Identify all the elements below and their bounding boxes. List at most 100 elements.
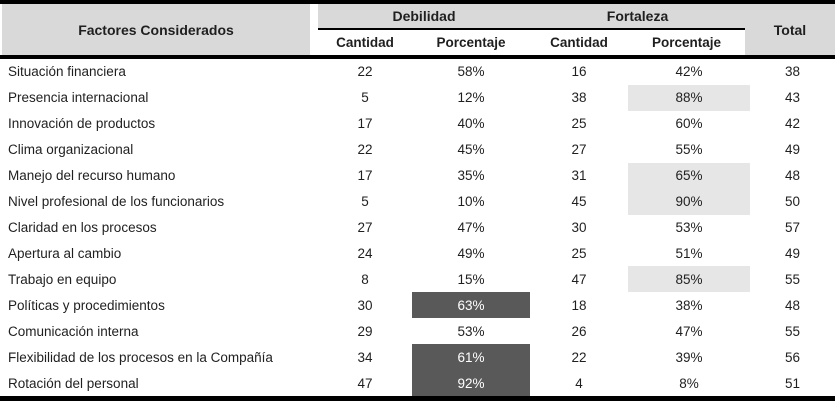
factor-cell: Comunicación interna [8,323,139,339]
fortaleza-cantidad-cell: 31 [571,168,587,184]
debilidad-porcentaje-cell: 15% [457,271,485,287]
fortaleza-porcentaje-cell: 51% [675,245,703,261]
table-row: Clima organizacional 22 45% 27 55% 49 [0,137,835,163]
debilidad-porcentaje-cell: 47% [457,219,485,235]
factor-cell: Situación financiera [8,64,126,80]
table-row: Flexibilidad de los procesos en la Compa… [0,344,835,371]
fortaleza-cantidad-cell: 25 [571,245,587,261]
fortaleza-porcentaje-cell: 47% [675,323,703,339]
factor-cell: Flexibilidad de los procesos en la Compa… [8,349,273,365]
debilidad-cantidad-cell: 22 [357,142,373,158]
factor-cell: Rotación del personal [8,375,139,391]
fortaleza-group-header: Fortaleza [606,8,669,24]
total-cell: 38 [784,64,801,80]
debilidad-porcentaje-cell: 10% [457,194,485,210]
table-body: Situación financiera 22 58% 16 42% 38 Presenci… [0,59,835,396]
fortaleza-porcentaje-cell: 42% [675,64,703,80]
factor-cell: Manejo del recurso humano [8,168,176,184]
total-cell: 50 [784,194,801,210]
debilidad-porcentaje-cell: 35% [457,168,485,184]
debilidad-porcentaje-cell: 49% [457,245,485,261]
table-row: Políticas y procedimientos 30 63% 18 38% 48 [0,292,835,319]
table-row: Claridad en los procesos 27 47% 30 53% 57 [0,215,835,241]
total-cell: 49 [784,142,801,158]
table-row: Rotación del personal 47 92% 4 8% 51 [0,370,835,396]
fortaleza-porcentaje-cell: 65% [628,162,750,189]
factor-cell: Innovación de productos [8,116,156,132]
total-cell: 55 [784,323,801,339]
factor-cell: Clima organizacional [8,142,134,158]
debilidad-porcentaje-cell: 63% [412,292,530,319]
total-column-header: Total [745,4,835,55]
total-cell: 43 [784,90,801,106]
table-row: Apertura al cambio 24 49% 25 51% 49 [0,240,835,266]
fortaleza-porcentaje-header: Porcentaje [628,30,745,55]
fortaleza-porcentaje-cell: 55% [675,142,703,158]
fortaleza-cantidad-cell: 47 [571,271,587,287]
fortaleza-cantidad-cell: 38 [571,90,587,106]
factor-cell: Presencia internacional [8,90,149,106]
table-row: Nivel profesional de los funcionarios 5 10… [0,188,835,215]
fortaleza-cantidad-cell: 16 [571,64,587,80]
table-row: Comunicación interna 29 53% 26 47% 55 [0,318,835,344]
factor-cell: Claridad en los procesos [8,219,157,235]
fortaleza-porcentaje-cell: 38% [675,297,703,313]
fortaleza-porcentaje-cell: 39% [675,349,703,365]
table-row: Situación financiera 22 58% 16 42% 38 [0,59,835,85]
total-cell: 49 [784,245,801,261]
header-underline [0,55,835,59]
fortaleza-porcentaje-cell: 53% [675,219,703,235]
total-cell: 55 [784,271,801,287]
fortaleza-cantidad-cell: 18 [571,297,587,313]
fortaleza-cantidad-cell: 30 [571,219,587,235]
total-cell: 48 [784,297,801,313]
table-header: Factores Considerados Debilidad Fortalez… [0,4,835,59]
debilidad-cantidad-cell: 29 [357,323,373,339]
fortaleza-cantidad-header: Cantidad [530,30,628,55]
factor-cell: Políticas y procedimientos [8,297,165,313]
debilidad-porcentaje-cell: 61% [412,344,530,371]
debilidad-porcentaje-cell: 40% [457,116,485,132]
debilidad-porcentaje-cell: 58% [457,64,485,80]
total-cell: 51 [784,375,801,391]
table-row: Innovación de productos 17 40% 25 60% 42 [0,111,835,137]
debilidad-cantidad-cell: 5 [361,90,369,106]
factor-cell: Trabajo en equipo [8,271,117,287]
table-row: Trabajo en equipo 8 15% 47 85% 55 [0,266,835,293]
fortaleza-cantidad-cell: 22 [571,349,587,365]
total-cell: 56 [784,349,801,365]
debilidad-porcentaje-cell: 53% [457,323,485,339]
fortaleza-porcentaje-cell: 90% [628,188,750,215]
fortaleza-porcentaje-cell: 8% [679,375,699,391]
total-cell: 57 [784,219,801,235]
fortaleza-cantidad-cell: 26 [571,323,587,339]
factor-cell: Nivel profesional de los funcionarios [8,194,225,210]
factors-column-header: Factores Considerados [2,4,310,55]
fortaleza-porcentaje-cell: 85% [628,266,750,293]
debilidad-porcentaje-cell: 12% [457,90,485,106]
debilidad-cantidad-cell: 34 [357,349,373,365]
group-header-underline [318,28,745,30]
total-cell: 48 [784,168,801,184]
total-cell: 42 [784,116,801,132]
debilidad-cantidad-cell: 27 [357,219,373,235]
fortaleza-porcentaje-cell: 60% [675,116,703,132]
debilidad-cantidad-cell: 17 [357,168,373,184]
debilidad-cantidad-cell: 5 [361,194,369,210]
fortaleza-cantidad-cell: 25 [571,116,587,132]
debilidad-porcentaje-cell: 45% [457,142,485,158]
fortaleza-cantidad-cell: 4 [575,375,583,391]
fortaleza-porcentaje-cell: 88% [628,84,750,111]
debilidad-cantidad-cell: 24 [357,245,373,261]
debilidad-porcentaje-header: Porcentaje [412,30,530,55]
table-row: Presencia internacional 5 12% 38 88% 43 [0,84,835,111]
debilidad-cantidad-header: Cantidad [318,30,412,55]
debilidad-cantidad-cell: 22 [357,64,373,80]
debilidad-cantidad-cell: 8 [361,271,369,287]
factor-cell: Apertura al cambio [8,245,122,261]
debilidad-cantidad-cell: 30 [357,297,373,313]
debilidad-group-header: Debilidad [392,8,456,24]
debilidad-cantidad-cell: 17 [357,116,373,132]
fortaleza-cantidad-cell: 27 [571,142,587,158]
